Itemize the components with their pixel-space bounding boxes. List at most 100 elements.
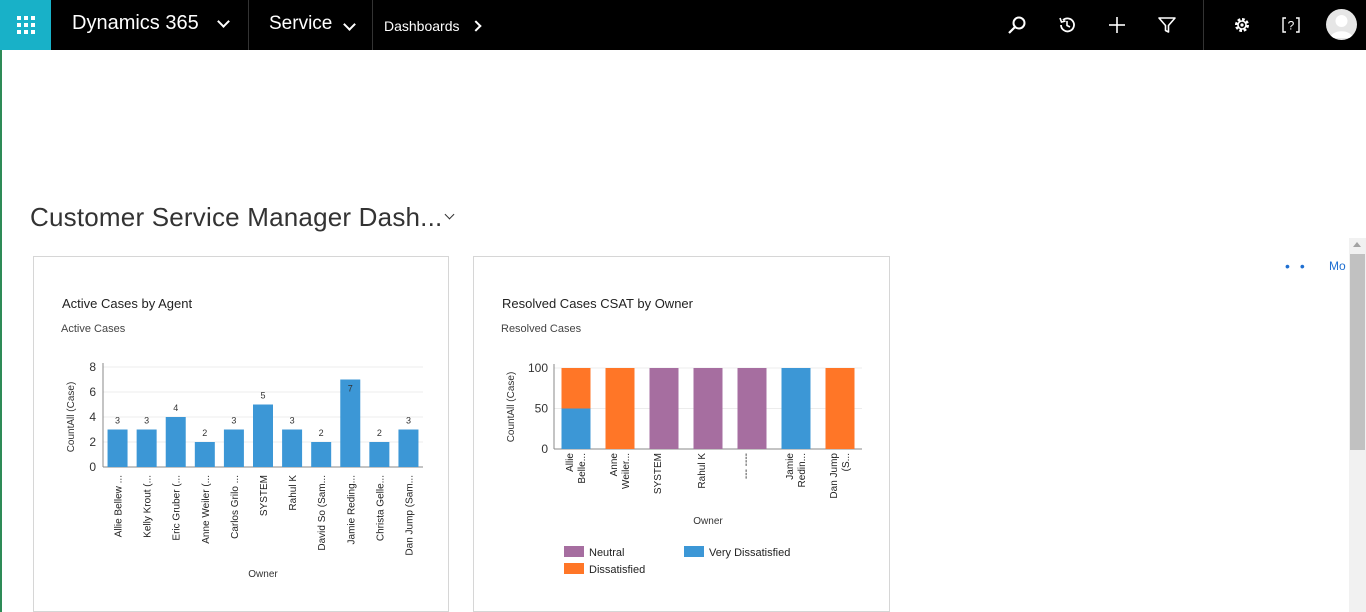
y-axis-label: CountAll (Case) — [66, 382, 77, 453]
x-tick-label: David So (Sam... — [317, 475, 328, 551]
x-tick-label: Dan Jump — [829, 453, 840, 499]
data-label: 3 — [406, 416, 411, 426]
bar — [398, 429, 419, 467]
x-tick-label: SYSTEM — [259, 475, 270, 516]
data-label: 2 — [377, 428, 382, 438]
resolved-csat-chart: 0 50 100 Allie Belle... Anne Weiler... SYSTEM Ra… — [506, 361, 862, 576]
y-tick-label: 6 — [89, 385, 96, 399]
legend-label: Very Dissatisfied — [709, 547, 790, 559]
dashboard-selector-chevron-icon[interactable] — [444, 209, 455, 220]
chart-title[interactable]: Resolved Cases CSAT by Owner — [502, 296, 693, 311]
bar-segment — [561, 408, 591, 449]
legend-swatch — [684, 546, 704, 557]
scroll-up-arrow-icon[interactable] — [1353, 242, 1361, 247]
data-label: 3 — [231, 416, 236, 426]
bar-segment — [561, 368, 591, 409]
chart-title[interactable]: Active Cases by Agent — [62, 296, 193, 311]
more-options-icon[interactable]: •• — [1285, 258, 1315, 274]
x-tick-label: Jamie — [785, 453, 796, 480]
more-link[interactable]: Mo — [1329, 259, 1346, 273]
x-axis-label: Owner — [693, 516, 723, 527]
chevron-right-icon[interactable] — [470, 20, 482, 32]
legend-label: Dissatisfied — [589, 564, 645, 576]
x-tick-label: Rahul K — [697, 453, 708, 489]
x-tick-label: Anne Weiler (... — [201, 475, 212, 544]
x-tick-label: Carlos Grilo ... — [230, 475, 241, 539]
bar — [282, 429, 303, 467]
x-tick-label: Rahul K — [288, 475, 299, 511]
bar — [369, 442, 390, 467]
data-label: 3 — [290, 416, 295, 426]
y-tick-label: 0 — [541, 442, 548, 456]
app-chevron-down-icon[interactable] — [217, 15, 230, 28]
add-icon[interactable] — [1105, 13, 1129, 37]
x-tick-label: Redin... — [797, 453, 808, 487]
x-tick-label: Dan Jump (Sam... — [404, 475, 415, 556]
bar-segment — [781, 368, 811, 449]
page-edge-accent — [0, 50, 2, 612]
bar — [253, 404, 273, 467]
chart-panel-active-cases: Active Cases by Agent Active Cases 0 2 4 6 8… — [33, 256, 449, 612]
area-chevron-down-icon[interactable] — [343, 18, 356, 31]
divider — [372, 0, 373, 50]
x-tick-label: Belle... — [577, 453, 588, 484]
legend-swatch — [564, 546, 584, 557]
recent-icon[interactable] — [1055, 13, 1079, 37]
area-name[interactable]: Service — [269, 13, 333, 34]
bar — [223, 429, 244, 467]
data-label: 7 — [348, 384, 353, 394]
bar — [107, 429, 128, 467]
bar-segment — [825, 368, 855, 449]
x-tick-label: Christa Gelle... — [375, 475, 386, 541]
app-launcher-icon[interactable] — [0, 0, 51, 50]
y-tick-label: 100 — [528, 361, 548, 375]
divider — [1203, 0, 1204, 50]
y-tick-label: 2 — [89, 435, 96, 449]
y-tick-label: 0 — [89, 460, 96, 474]
data-label: 2 — [202, 428, 207, 438]
x-tick-label: Anne — [609, 453, 620, 477]
y-axis-label: CountAll (Case) — [506, 372, 517, 443]
scrollbar-thumb[interactable] — [1350, 254, 1365, 450]
x-tick-label: SYSTEM — [653, 453, 664, 494]
divider — [248, 0, 249, 50]
data-label: 3 — [115, 416, 120, 426]
x-tick-label: Eric Gruber (... — [172, 475, 183, 541]
bar — [340, 379, 361, 467]
top-navigation-bar: Dynamics 365 Service Dashboards ? — [0, 0, 1366, 50]
user-avatar[interactable] — [1326, 9, 1357, 40]
y-tick-label: 8 — [89, 360, 96, 374]
x-tick-label: Kelly Krout (... — [143, 475, 154, 538]
bar — [165, 417, 186, 467]
data-label: 2 — [319, 428, 324, 438]
help-icon[interactable]: ? — [1279, 13, 1303, 37]
data-label: 5 — [260, 391, 265, 401]
y-tick-label: 50 — [535, 402, 549, 416]
legend-label: Neutral — [589, 547, 624, 559]
active-cases-chart: 0 2 4 6 8 3 Allie Bellew ... 3 Kelly Krout (... 4… — [66, 360, 423, 580]
search-icon[interactable] — [1005, 13, 1029, 37]
data-label: 4 — [173, 403, 178, 413]
x-tick-label: (S... — [841, 453, 852, 471]
breadcrumb-dashboards[interactable]: Dashboards — [384, 18, 460, 34]
bar-segment — [649, 368, 679, 449]
bar-segment — [737, 368, 767, 449]
data-label: 3 — [144, 416, 149, 426]
app-name[interactable]: Dynamics 365 — [72, 12, 199, 34]
bar — [311, 442, 332, 467]
filter-icon[interactable] — [1155, 13, 1179, 37]
x-axis-label: Owner — [248, 569, 278, 580]
legend-swatch — [564, 563, 584, 574]
bar — [194, 442, 215, 467]
settings-icon[interactable] — [1230, 13, 1254, 37]
bar-segment — [693, 368, 723, 449]
chart-subtitle: Active Cases — [61, 323, 126, 335]
dashboard-title[interactable]: Customer Service Manager Dash... — [30, 202, 443, 232]
y-tick-label: 4 — [89, 410, 96, 424]
x-tick-label: Allie — [565, 453, 576, 472]
svg-text:?: ? — [1288, 19, 1295, 33]
x-tick-label: Weiler... — [621, 453, 632, 489]
x-tick-label: Jamie Reding... — [346, 475, 357, 544]
chart-subtitle: Resolved Cases — [501, 323, 582, 335]
x-tick-label: --- ---- — [741, 453, 752, 479]
